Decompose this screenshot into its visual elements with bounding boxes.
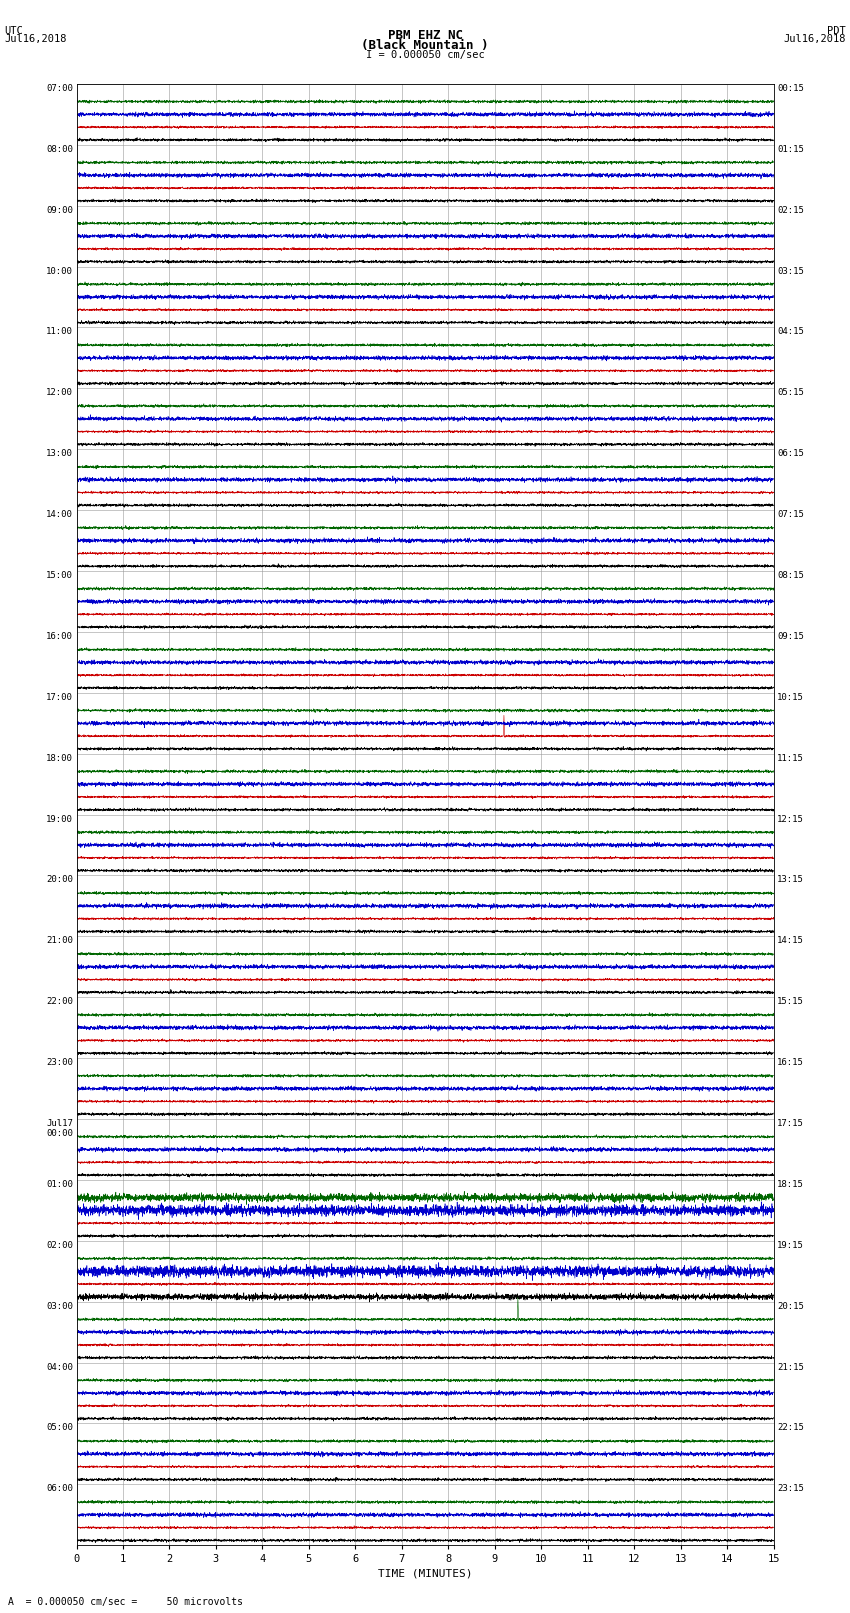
- Text: 02:00: 02:00: [46, 1240, 73, 1250]
- Text: 01:15: 01:15: [777, 145, 804, 153]
- Text: 20:15: 20:15: [777, 1302, 804, 1311]
- Text: 19:15: 19:15: [777, 1240, 804, 1250]
- Text: 15:00: 15:00: [46, 571, 73, 581]
- Text: 12:15: 12:15: [777, 815, 804, 824]
- Text: 23:00: 23:00: [46, 1058, 73, 1068]
- Text: 06:00: 06:00: [46, 1484, 73, 1494]
- Text: 08:15: 08:15: [777, 571, 804, 581]
- Text: 07:00: 07:00: [46, 84, 73, 94]
- Text: UTC: UTC: [4, 26, 23, 35]
- Text: 21:15: 21:15: [777, 1363, 804, 1371]
- Text: 04:15: 04:15: [777, 327, 804, 337]
- Text: 16:00: 16:00: [46, 632, 73, 640]
- Text: Jul16,2018: Jul16,2018: [783, 34, 846, 44]
- Text: 12:00: 12:00: [46, 389, 73, 397]
- Text: 09:00: 09:00: [46, 206, 73, 215]
- Text: 22:15: 22:15: [777, 1424, 804, 1432]
- Text: 18:15: 18:15: [777, 1181, 804, 1189]
- Text: 07:15: 07:15: [777, 510, 804, 519]
- Text: 11:00: 11:00: [46, 327, 73, 337]
- Text: 17:00: 17:00: [46, 694, 73, 702]
- Text: 01:00: 01:00: [46, 1181, 73, 1189]
- Text: 13:15: 13:15: [777, 876, 804, 884]
- Text: 17:15: 17:15: [777, 1119, 804, 1127]
- Text: 02:15: 02:15: [777, 206, 804, 215]
- Text: 04:00: 04:00: [46, 1363, 73, 1371]
- Text: 13:00: 13:00: [46, 448, 73, 458]
- Text: 21:00: 21:00: [46, 936, 73, 945]
- Text: 18:00: 18:00: [46, 753, 73, 763]
- Text: PDT: PDT: [827, 26, 846, 35]
- Text: 08:00: 08:00: [46, 145, 73, 153]
- Text: A  = 0.000050 cm/sec =     50 microvolts: A = 0.000050 cm/sec = 50 microvolts: [8, 1597, 243, 1607]
- Text: Jul17
00:00: Jul17 00:00: [46, 1119, 73, 1137]
- Text: 19:00: 19:00: [46, 815, 73, 824]
- Text: 03:00: 03:00: [46, 1302, 73, 1311]
- Text: 15:15: 15:15: [777, 997, 804, 1007]
- Text: I = 0.000050 cm/sec: I = 0.000050 cm/sec: [366, 50, 484, 60]
- Text: 10:00: 10:00: [46, 266, 73, 276]
- Text: 14:00: 14:00: [46, 510, 73, 519]
- Text: Jul16,2018: Jul16,2018: [4, 34, 67, 44]
- Text: 23:15: 23:15: [777, 1484, 804, 1494]
- Text: 20:00: 20:00: [46, 876, 73, 884]
- Text: 16:15: 16:15: [777, 1058, 804, 1068]
- Text: (Black Mountain ): (Black Mountain ): [361, 39, 489, 52]
- Text: 11:15: 11:15: [777, 753, 804, 763]
- Text: 10:15: 10:15: [777, 694, 804, 702]
- Text: 06:15: 06:15: [777, 448, 804, 458]
- Text: 09:15: 09:15: [777, 632, 804, 640]
- Text: 05:00: 05:00: [46, 1424, 73, 1432]
- Text: 05:15: 05:15: [777, 389, 804, 397]
- Text: 14:15: 14:15: [777, 936, 804, 945]
- Text: PBM EHZ NC: PBM EHZ NC: [388, 29, 462, 42]
- X-axis label: TIME (MINUTES): TIME (MINUTES): [377, 1568, 473, 1579]
- Text: 00:15: 00:15: [777, 84, 804, 94]
- Text: 03:15: 03:15: [777, 266, 804, 276]
- Text: 22:00: 22:00: [46, 997, 73, 1007]
